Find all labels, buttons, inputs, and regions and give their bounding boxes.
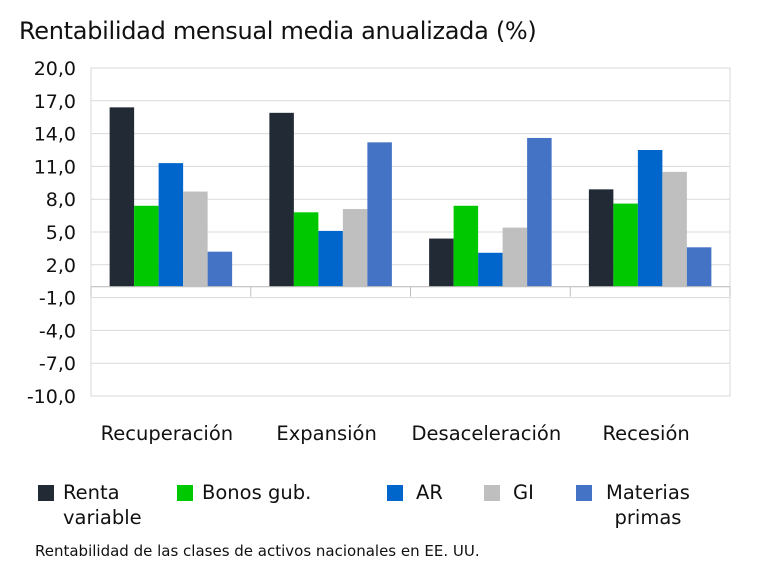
- bars: [109, 107, 712, 287]
- legend-label: Bonos gub.: [202, 481, 312, 504]
- y-axis-ticks: 20,0 17,0 14,0 11,0 8,0 5,0 2,0 -1,0 -4,0 -7,0 -10…: [27, 58, 76, 408]
- bar-materias-primas: [367, 142, 392, 287]
- bar-ar: [637, 150, 663, 287]
- bar-renta-variable: [269, 112, 294, 287]
- legend-item: AR: [387, 480, 443, 505]
- legend-label: GI: [513, 481, 534, 504]
- y-tick-label: -10,0: [27, 386, 76, 408]
- bar-materias-primas: [686, 247, 712, 287]
- bar-gi: [662, 171, 687, 287]
- bar-ar: [318, 230, 343, 287]
- bar-ar: [478, 252, 503, 287]
- legend-item: GI: [484, 480, 534, 505]
- bar-materias-primas: [527, 137, 552, 287]
- y-tick-label: -4,0: [39, 320, 76, 342]
- legend-swatch: [387, 485, 403, 501]
- x-category-label: Expansión: [276, 422, 376, 445]
- legend-swatch: [38, 485, 54, 501]
- bar-renta-variable: [429, 238, 454, 287]
- legend-swatch: [177, 485, 193, 501]
- legend-item: Materias primas: [576, 480, 690, 530]
- y-tick-label: 8,0: [46, 189, 76, 211]
- legend-label: Renta variable: [63, 481, 142, 529]
- bar-gi: [183, 191, 208, 287]
- bar-gi: [342, 209, 368, 287]
- legend-label: Materias primas: [606, 481, 690, 529]
- x-axis-categories: Recuperación Expansión Desaceleración Reces…: [101, 422, 690, 445]
- bar-renta-variable: [588, 189, 614, 287]
- bar-bonos-gub-: [613, 203, 638, 287]
- bar-bonos-gub-: [453, 205, 479, 287]
- y-tick-label: 2,0: [46, 255, 76, 277]
- bar-ar: [158, 163, 184, 287]
- x-category-label: Desaceleración: [412, 422, 562, 445]
- chart-title: Rentabilidad mensual media anualizada (%…: [19, 17, 537, 45]
- legend-label: AR: [416, 481, 443, 504]
- x-axis: [90, 286, 731, 297]
- x-category-label: Recesión: [602, 422, 689, 445]
- y-tick-label: 17,0: [34, 91, 76, 113]
- footnote: Rentabilidad de las clases de activos na…: [35, 542, 480, 560]
- y-tick-label: 11,0: [34, 156, 76, 178]
- legend-item: Bonos gub.: [177, 480, 311, 505]
- y-tick-label: -1,0: [39, 288, 76, 310]
- bar-bonos-gub-: [293, 212, 319, 287]
- legend-swatch: [484, 485, 500, 501]
- legend-item: Renta variable: [38, 480, 142, 530]
- y-tick-label: 5,0: [46, 222, 76, 244]
- x-category-label: Recuperación: [101, 422, 234, 445]
- legend-swatch: [576, 485, 592, 501]
- bar-materias-primas: [207, 251, 233, 287]
- y-tick-label: 14,0: [34, 124, 76, 146]
- bar-renta-variable: [109, 107, 135, 287]
- bar-gi: [502, 227, 528, 287]
- y-tick-label: -7,0: [39, 353, 76, 375]
- y-tick-label: 20,0: [34, 58, 76, 80]
- bar-bonos-gub-: [134, 205, 159, 287]
